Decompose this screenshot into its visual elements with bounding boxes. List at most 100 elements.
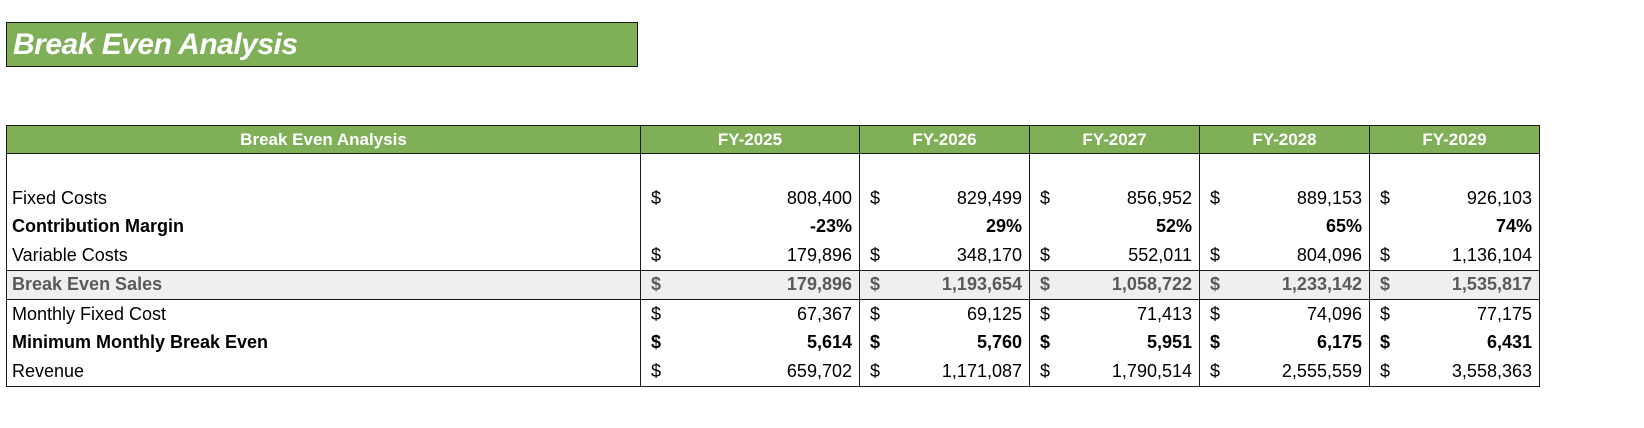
cell-value: 926,103 bbox=[1466, 187, 1532, 208]
value-cell: $5,951 bbox=[1029, 328, 1200, 357]
table-header-row: Break Even Analysis FY-2025 FY-2026 FY-2… bbox=[6, 125, 1540, 154]
cell-value: 69,125 bbox=[966, 303, 1022, 324]
cell-value: 552,011 bbox=[1128, 244, 1192, 265]
value-cell: $552,011 bbox=[1029, 241, 1200, 270]
currency-symbol: $ bbox=[651, 244, 662, 265]
row-label: Contribution Margin bbox=[6, 212, 641, 241]
currency-symbol: $ bbox=[1380, 332, 1391, 353]
value-cell: $1,058,722 bbox=[1029, 269, 1200, 300]
value-cell: 65% bbox=[1199, 212, 1370, 241]
cell-value: 3,558,363 bbox=[1451, 360, 1532, 381]
cell-value: 856,952 bbox=[1126, 187, 1192, 208]
table-row-variable-costs: Variable Costs $179,896 $348,170 $552,01… bbox=[6, 241, 1540, 270]
currency-symbol: $ bbox=[1380, 303, 1391, 324]
currency-symbol: $ bbox=[870, 274, 881, 295]
cell-value: 829,499 bbox=[956, 187, 1022, 208]
currency-symbol: $ bbox=[1040, 303, 1051, 324]
row-label: Minimum Monthly Break Even bbox=[6, 328, 641, 357]
value-cell: 74% bbox=[1369, 212, 1540, 241]
currency-symbol: $ bbox=[651, 332, 662, 353]
cell-value: 1,193,654 bbox=[941, 274, 1022, 295]
currency-symbol: $ bbox=[1210, 187, 1221, 208]
row-label: Fixed Costs bbox=[6, 184, 641, 213]
currency-symbol: $ bbox=[870, 360, 881, 381]
cell-value: 29% bbox=[985, 216, 1022, 237]
value-cell: $69,125 bbox=[859, 299, 1030, 329]
value-cell: $829,499 bbox=[859, 184, 1030, 213]
cell-value: 77,175 bbox=[1476, 303, 1532, 324]
currency-symbol: $ bbox=[651, 303, 662, 324]
row-label: Monthly Fixed Cost bbox=[6, 299, 641, 329]
value-cell: $5,614 bbox=[640, 328, 860, 357]
header-year: FY-2026 bbox=[859, 125, 1030, 154]
cell-value: 74% bbox=[1495, 216, 1532, 237]
currency-symbol: $ bbox=[1040, 274, 1051, 295]
cell-value: 71,413 bbox=[1136, 303, 1192, 324]
value-cell: $804,096 bbox=[1199, 241, 1370, 270]
header-label: Break Even Analysis bbox=[6, 125, 641, 154]
row-label: Break Even Sales bbox=[6, 269, 641, 300]
cell-value: 2,555,559 bbox=[1281, 360, 1362, 381]
cell-value: 65% bbox=[1325, 216, 1362, 237]
value-cell: $67,367 bbox=[640, 299, 860, 329]
currency-symbol: $ bbox=[651, 360, 662, 381]
header-year: FY-2027 bbox=[1029, 125, 1200, 154]
cell-value: 179,896 bbox=[786, 274, 852, 295]
value-cell: $808,400 bbox=[640, 184, 860, 213]
header-year: FY-2025 bbox=[640, 125, 860, 154]
value-cell: 29% bbox=[859, 212, 1030, 241]
currency-symbol: $ bbox=[870, 244, 881, 265]
cell-value: 1,233,142 bbox=[1281, 274, 1362, 295]
value-cell: $3,558,363 bbox=[1369, 357, 1540, 387]
value-cell: $1,535,817 bbox=[1369, 269, 1540, 300]
value-cell: 52% bbox=[1029, 212, 1200, 241]
cell-value: 1,171,087 bbox=[941, 360, 1022, 381]
table-row-minimum-monthly-break-even: Minimum Monthly Break Even $5,614 $5,760… bbox=[6, 328, 1540, 357]
value-cell: $659,702 bbox=[640, 357, 860, 387]
value-cell: $1,193,654 bbox=[859, 269, 1030, 300]
cell-value: 5,614 bbox=[806, 332, 852, 353]
break-even-table-container: Break Even Analysis FY-2025 FY-2026 FY-2… bbox=[6, 125, 1540, 387]
currency-symbol: $ bbox=[651, 274, 662, 295]
cell-value: 804,096 bbox=[1296, 244, 1362, 265]
table-row-break-even-sales: Break Even Sales $179,896 $1,193,654 $1,… bbox=[6, 269, 1540, 300]
currency-symbol: $ bbox=[651, 187, 662, 208]
currency-symbol: $ bbox=[1210, 274, 1221, 295]
cell-value: 889,153 bbox=[1296, 187, 1362, 208]
currency-symbol: $ bbox=[870, 303, 881, 324]
currency-symbol: $ bbox=[1380, 274, 1391, 295]
value-cell: $5,760 bbox=[859, 328, 1030, 357]
currency-symbol: $ bbox=[1380, 360, 1391, 381]
cell-value: 6,431 bbox=[1486, 332, 1532, 353]
break-even-table: Break Even Analysis FY-2025 FY-2026 FY-2… bbox=[6, 125, 1540, 387]
table-row-fixed-costs: Fixed Costs $808,400 $829,499 $856,952 $… bbox=[6, 184, 1540, 213]
cell-value: 5,760 bbox=[976, 332, 1022, 353]
value-cell: $77,175 bbox=[1369, 299, 1540, 329]
value-cell: $74,096 bbox=[1199, 299, 1370, 329]
row-label: Variable Costs bbox=[6, 241, 641, 270]
value-cell: $179,896 bbox=[640, 269, 860, 300]
cell-value: 348,170 bbox=[956, 244, 1022, 265]
table-row-monthly-fixed-cost: Monthly Fixed Cost $67,367 $69,125 $71,4… bbox=[6, 299, 1540, 329]
table-row-revenue: Revenue $659,702 $1,171,087 $1,790,514 $… bbox=[6, 357, 1540, 387]
currency-symbol: $ bbox=[1210, 332, 1221, 353]
cell-value: -23% bbox=[809, 216, 852, 237]
currency-symbol: $ bbox=[870, 332, 881, 353]
currency-symbol: $ bbox=[1040, 187, 1051, 208]
value-cell: $1,136,104 bbox=[1369, 241, 1540, 270]
currency-symbol: $ bbox=[870, 187, 881, 208]
currency-symbol: $ bbox=[1210, 303, 1221, 324]
cell-value: 6,175 bbox=[1316, 332, 1362, 353]
value-cell: $348,170 bbox=[859, 241, 1030, 270]
value-cell: $926,103 bbox=[1369, 184, 1540, 213]
value-cell: $1,790,514 bbox=[1029, 357, 1200, 387]
currency-symbol: $ bbox=[1210, 244, 1221, 265]
cell-value: 179,896 bbox=[786, 244, 852, 265]
value-cell: $1,233,142 bbox=[1199, 269, 1370, 300]
cell-value: 1,790,514 bbox=[1111, 360, 1192, 381]
cell-value: 1,136,104 bbox=[1451, 244, 1532, 265]
currency-symbol: $ bbox=[1040, 332, 1051, 353]
cell-value: 74,096 bbox=[1306, 303, 1362, 324]
cell-value: 5,951 bbox=[1146, 332, 1192, 353]
cell-value: 52% bbox=[1155, 216, 1192, 237]
